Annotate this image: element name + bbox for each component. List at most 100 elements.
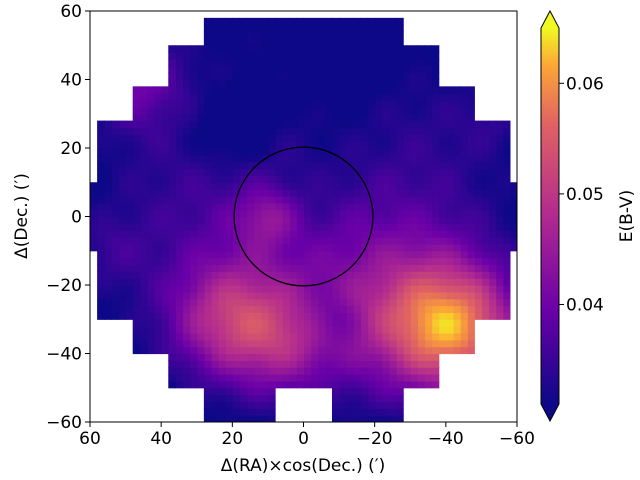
heatmap-cell [246,120,255,129]
heatmap-cell [452,271,461,279]
heatmap-cell [346,154,354,163]
heatmap-cell [424,175,433,183]
heatmap-cell [189,380,198,389]
heatmap-cell [388,113,397,122]
heatmap-cell [253,106,262,115]
heatmap-cell [502,120,511,129]
heatmap-cell [182,100,191,108]
heatmap-cell [374,106,383,115]
heatmap-cell [410,113,418,122]
heatmap-cell [196,298,205,307]
heatmap-cell [381,291,390,300]
heatmap-cell [396,257,404,266]
heatmap-cell [154,168,162,176]
heatmap-cell [210,65,219,74]
heatmap-cell [339,257,347,266]
heatmap-cell [509,216,517,224]
heatmap-cell [196,148,205,156]
heatmap-cell [189,113,198,122]
heatmap-cell [218,216,226,224]
heatmap-cell [118,202,127,211]
heatmap-cell [97,195,105,204]
heatmap-cell [310,168,319,176]
heatmap-cell [146,230,155,238]
heatmap-cell [225,209,233,218]
heatmap-cell [289,298,297,307]
heatmap-cell [381,202,390,211]
heatmap-cell [210,38,219,46]
heatmap-cell [239,175,248,183]
heatmap-cell [331,175,340,183]
heatmap-cell [182,195,191,204]
heatmap-cell [417,257,426,266]
heatmap-cell [431,230,440,238]
heatmap-cell [196,106,205,115]
heatmap-cell [367,291,376,300]
heatmap-cell [196,182,205,190]
heatmap-cell [275,346,283,355]
heatmap-cell [460,250,468,259]
heatmap-cell [196,79,205,87]
heatmap-cell [381,319,390,327]
heatmap-cell [367,24,376,33]
heatmap-cell [203,264,212,272]
heatmap-cell [317,339,326,348]
heatmap-cell [324,79,333,87]
heatmap-cell [310,291,319,300]
heatmap-cell [474,182,483,190]
heatmap-cell [289,86,297,94]
heatmap-cell [182,202,191,211]
heatmap-cell [403,230,411,238]
heatmap-cell [303,45,312,53]
heatmap-cell [175,271,184,279]
heatmap-cell [303,353,312,361]
heatmap-cell [210,305,219,313]
heatmap-cell [452,93,461,101]
heatmap-cell [317,72,326,81]
heatmap-cell [303,168,312,176]
heatmap-cell [175,360,184,368]
heatmap-cell [232,319,241,327]
heatmap-cell [210,17,219,26]
heatmap-cell [218,257,226,266]
heatmap-cell [275,106,283,115]
heatmap-cell [381,298,390,307]
heatmap-cell [246,141,255,149]
heatmap-cell [324,100,333,108]
heatmap-cell [161,216,169,224]
heatmap-cell [168,93,176,101]
heatmap-cell [417,52,426,60]
heatmap-cell [331,120,340,129]
heatmap-cell [310,305,319,313]
heatmap-cell [417,374,426,382]
heatmap-cell [410,141,418,149]
heatmap-cell [118,291,127,300]
heatmap-cell [139,223,148,231]
heatmap-cell [303,31,312,39]
heatmap-cell [139,243,148,252]
heatmap-cell [353,148,362,156]
heatmap-cell [424,189,433,197]
heatmap-cell [118,298,127,307]
heatmap-cell [360,45,369,53]
heatmap-cell [182,52,191,60]
heatmap-cell [232,168,241,176]
heatmap-cell [225,182,233,190]
heatmap-cell [324,257,333,266]
heatmap-cell [445,209,454,218]
heatmap-cell [488,127,497,135]
heatmap-cell [132,113,141,122]
heatmap-cell [260,394,269,403]
heatmap-cell [260,380,269,389]
heatmap-cell [218,298,226,307]
heatmap-cell [90,182,98,190]
heatmap-cell [182,319,191,327]
heatmap-cell [488,230,497,238]
heatmap-cell [246,189,255,197]
heatmap-cell [296,353,305,361]
heatmap-cell [388,360,397,368]
heatmap-cell [218,24,226,33]
heatmap-cell [239,195,248,204]
heatmap-cell [303,230,312,238]
heatmap-cell [317,17,326,26]
